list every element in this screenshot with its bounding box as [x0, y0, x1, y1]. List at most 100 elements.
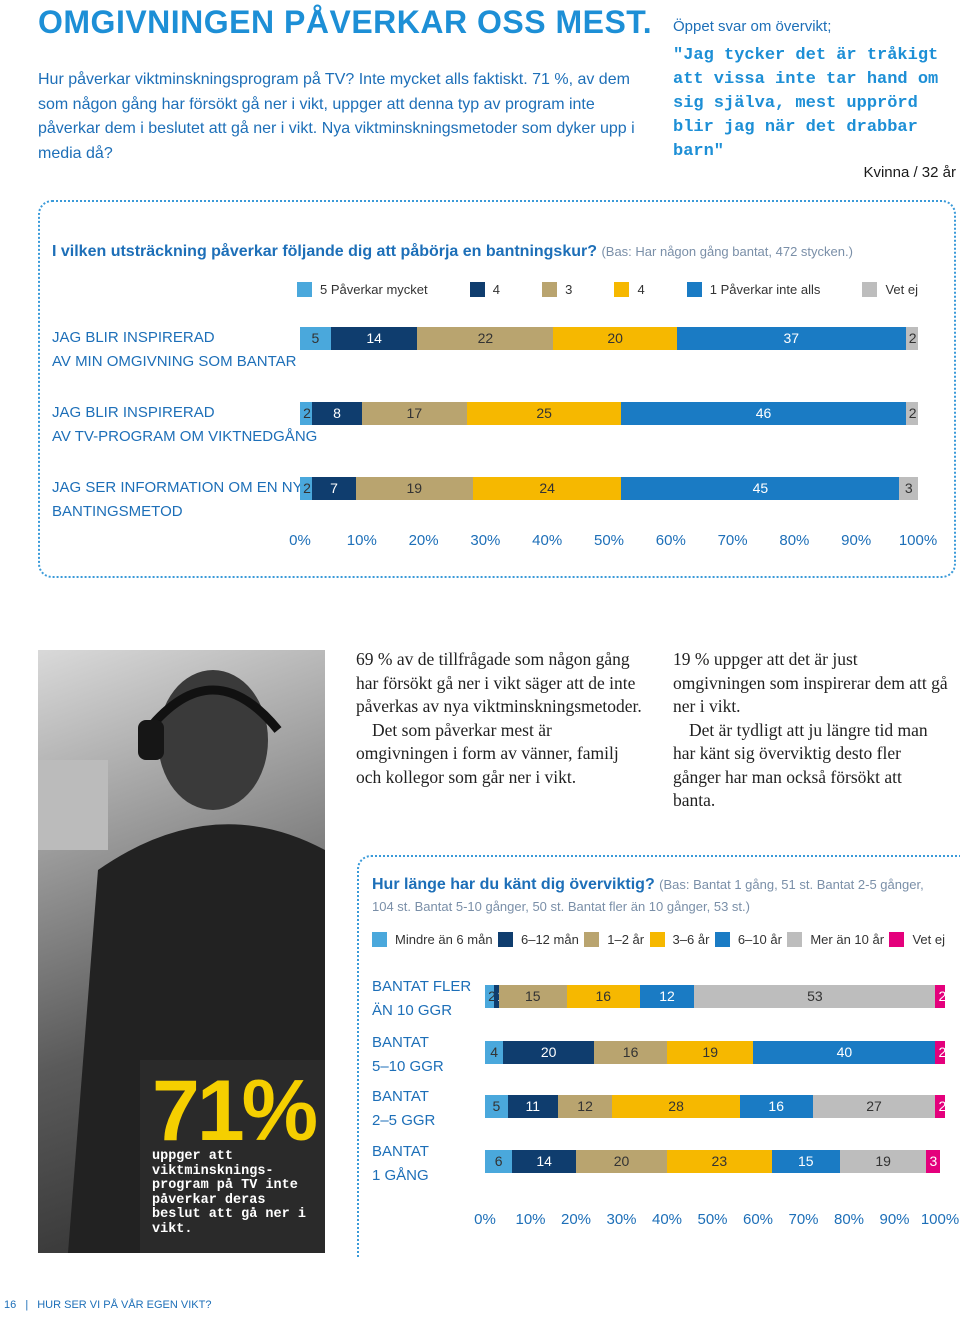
x-tick-label: 10%: [515, 1211, 546, 1228]
value-label: 19: [406, 480, 423, 496]
x-tick-label: 30%: [606, 1211, 637, 1228]
legend-swatch: [614, 282, 630, 297]
chart-frame: [38, 200, 956, 578]
value-label: 14: [536, 1153, 552, 1169]
bar-segment: [905, 402, 918, 425]
x-tick-label: 80%: [779, 532, 810, 549]
bar-segment: [612, 1095, 740, 1118]
headphones: [144, 685, 282, 733]
paragraph: 19 % uppger att det är just omgivningen …: [673, 649, 948, 716]
legend-item: 3: [542, 282, 572, 297]
bar-segment: [576, 1150, 667, 1173]
legend-label: Vet ej: [885, 282, 918, 297]
bar-segment: [621, 402, 906, 425]
legend-label: 5 Påverkar mycket: [320, 282, 428, 297]
legend-swatch: [787, 932, 803, 947]
quote-author: Kvinna / 32 år: [863, 164, 956, 181]
legend: Mindre än 6 mån 6–12 mån 1–2 år 3–6 år 6–10 …: [372, 932, 945, 947]
x-tick-label: 90%: [841, 532, 872, 549]
value-label: 2: [938, 1098, 947, 1114]
value-label: 3: [929, 1153, 938, 1169]
text-column: 19 % uppger att det är just omgivningen …: [673, 648, 948, 813]
value-label: 5: [492, 1098, 501, 1114]
section-name: HUR SER VI PÅ VÅR EGEN VIKT?: [37, 1299, 212, 1311]
value-label: 3: [904, 480, 913, 496]
monitor: [38, 760, 108, 850]
legend-item: 1 Påverkar inte alls: [686, 282, 821, 297]
legend-label: Vet ej: [912, 932, 945, 947]
legend-item: 1–2 år: [584, 932, 644, 947]
value-label: 7: [330, 480, 338, 496]
value-label: 53: [807, 988, 823, 1004]
value-label: 2: [908, 405, 917, 421]
bar-segment: [498, 985, 567, 1008]
bar-segment: [300, 327, 331, 350]
value-label: 23: [711, 1153, 728, 1169]
bar-segment: [485, 1095, 508, 1118]
x-tick-label: 70%: [717, 532, 748, 549]
bar-segment: [935, 1041, 945, 1064]
legend-swatch: [372, 932, 387, 947]
bar-segment: [485, 1150, 513, 1173]
bar-segment: [473, 477, 622, 500]
value-label: 5: [311, 330, 320, 346]
bar-segment: [667, 1041, 754, 1064]
legend-swatch: [862, 282, 878, 297]
legend-label: 1 Påverkar inte alls: [709, 282, 821, 297]
value-label: 24: [539, 480, 555, 496]
legend-swatch: [889, 932, 905, 947]
bar-segment: [926, 1150, 940, 1173]
legend-item: 3–6 år: [649, 932, 709, 947]
x-tick-label: 100%: [898, 532, 938, 549]
paragraph: Det som påverkar mest är omgivningen i f…: [356, 719, 619, 787]
chart-title-row: I vilken utsträckning påverkar följande …: [52, 243, 853, 261]
legend-swatch: [584, 932, 600, 947]
paragraph: Det är tydligt att ju längre tid man har…: [673, 719, 928, 811]
legend-swatch: [686, 282, 702, 297]
value-label: 16: [768, 1098, 784, 1114]
bar-segment: [935, 985, 945, 1008]
value-label: 40: [836, 1044, 853, 1060]
bar-segment: [512, 1150, 576, 1173]
legend-label: 6–10 år: [737, 932, 782, 947]
bar-segment: [905, 327, 918, 350]
legend-item: 6–12 mån: [497, 932, 579, 947]
x-tick-label: 80%: [833, 1211, 865, 1228]
ear-cup: [138, 720, 164, 760]
quote-label: Öppet svar om övervikt;: [673, 18, 832, 35]
legend-swatch: [714, 932, 730, 947]
bar-segment: [935, 1095, 945, 1118]
value-label: 20: [607, 330, 623, 346]
value-label: 2: [488, 988, 496, 1004]
category-label: BANTAT 1 GÅNG: [372, 1143, 429, 1184]
bar-segment: [503, 1041, 595, 1064]
x-tick-label: 10%: [346, 532, 377, 549]
bar-segment: [466, 402, 622, 425]
chart-title: Hur länge har du känt dig överviktig?: [372, 876, 655, 893]
x-tick-label: 0%: [474, 1211, 496, 1228]
value-label: 4: [490, 1044, 498, 1060]
value-label: 45: [752, 480, 769, 496]
paragraph: 69 % av de tillfrågade som någon gång ha…: [356, 649, 642, 716]
bar-segment: [753, 1041, 936, 1064]
value-label: 20: [540, 1044, 557, 1060]
head: [158, 670, 268, 810]
legend-swatch: [649, 932, 665, 947]
bar-segment: [566, 985, 640, 1008]
bar-segment: [361, 402, 467, 425]
value-label: 15: [797, 1153, 814, 1169]
legend-item: Mindre än 6 mån: [372, 932, 493, 947]
bar-segment: [621, 477, 900, 500]
value-label: 46: [755, 405, 772, 421]
bar-segment: [330, 327, 418, 350]
x-tick-label: 50%: [697, 1211, 728, 1228]
value-label: 25: [536, 405, 552, 421]
value-label: 2: [303, 405, 311, 421]
legend-swatch: [542, 282, 558, 297]
category-label: JAG BLIR INSPIRERAD AV MIN OMGIVNING SOM…: [52, 329, 297, 370]
bar-segment: [667, 1150, 772, 1173]
bar-segment: [771, 1150, 840, 1173]
bar-segment: [676, 327, 906, 350]
x-tick-label: 50%: [593, 532, 625, 549]
